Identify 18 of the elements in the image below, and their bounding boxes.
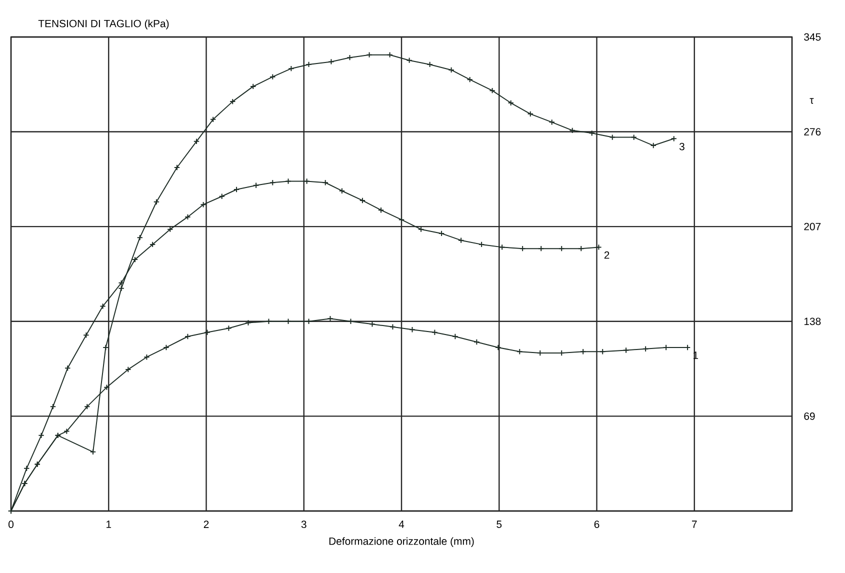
x-tick-label: 2 <box>204 520 209 528</box>
x-tick-label: 5 <box>496 520 502 528</box>
y-tick-label: 138 <box>804 318 821 326</box>
y-tick-label: 207 <box>804 222 821 230</box>
x-tick-label: 7 <box>692 520 697 528</box>
x-tick-label: 3 <box>301 520 306 528</box>
series-label: 2 <box>604 251 610 259</box>
x-tick-label: 0 <box>8 520 14 528</box>
y-tick-label: 276 <box>804 128 821 136</box>
x-tick-label: 1 <box>106 520 112 528</box>
series-label: 3 <box>679 142 684 150</box>
y-tick-label: 345 <box>804 33 821 41</box>
x-tick-label: 4 <box>398 520 404 528</box>
x-tick-label: 6 <box>594 520 600 528</box>
x-axis-title: Deformazione orizzontale (mm) <box>329 537 474 547</box>
chart-title: TENSIONI DI TAGLIO (kPa) <box>38 20 169 30</box>
y-axis-title: τ <box>810 98 814 104</box>
y-tick-label: 69 <box>804 412 815 420</box>
